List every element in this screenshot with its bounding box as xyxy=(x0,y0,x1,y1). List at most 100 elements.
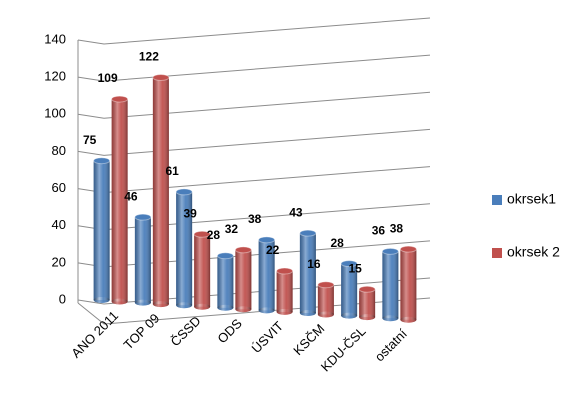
bar-top xyxy=(234,246,252,254)
bar-bottom-shade xyxy=(217,304,234,311)
bar-bottom-shade xyxy=(299,310,316,316)
value-label: 36 xyxy=(372,224,386,238)
grid-line xyxy=(77,54,431,82)
bar xyxy=(317,281,335,318)
bar-bottom-shade xyxy=(93,297,110,303)
y-tick-label: 20 xyxy=(52,254,66,269)
bar xyxy=(134,213,152,306)
y-tick-label: 0 xyxy=(59,291,66,306)
grid-line xyxy=(77,17,431,45)
bar-shade xyxy=(217,255,234,308)
value-label: 109 xyxy=(98,71,118,85)
value-label: 43 xyxy=(289,205,303,219)
value-label: 32 xyxy=(225,222,239,236)
bar-top xyxy=(399,245,417,253)
bar-bottom-shade xyxy=(111,298,128,305)
x-tick-label: ostatní xyxy=(372,326,410,364)
y-tick-label: 80 xyxy=(52,143,66,158)
bars xyxy=(93,74,417,323)
bar-shade xyxy=(359,289,376,318)
bar xyxy=(299,229,317,316)
bar-bottom-shade xyxy=(258,307,275,314)
x-tick-label: TOP 09 xyxy=(120,311,162,353)
bar-top xyxy=(93,157,111,165)
bar-top xyxy=(276,267,294,275)
bar xyxy=(111,95,129,305)
bar xyxy=(93,157,111,303)
bar-shade xyxy=(299,233,316,313)
bar-top xyxy=(358,285,376,293)
bar-shade xyxy=(258,239,275,311)
value-label: 75 xyxy=(83,133,97,147)
bar-bottom-shade xyxy=(235,306,252,313)
legend-item: okrsek1 xyxy=(492,191,556,207)
bar-shade xyxy=(176,191,193,306)
bar-bottom-shade xyxy=(176,302,193,309)
bar-shade xyxy=(111,99,128,302)
value-label: 15 xyxy=(348,261,362,275)
grid-line xyxy=(77,91,431,119)
bar-top xyxy=(299,229,317,237)
bar xyxy=(358,285,376,321)
bar xyxy=(381,247,399,322)
bar-top xyxy=(152,74,170,82)
legend-label: okrsek 2 xyxy=(507,244,560,260)
bar-top xyxy=(134,213,152,221)
y-tick-label: 100 xyxy=(44,106,66,121)
bar-bottom-shade xyxy=(276,308,293,315)
bar xyxy=(193,230,211,310)
legend-label: okrsek1 xyxy=(507,191,556,207)
bar xyxy=(276,267,294,315)
y-tick-label: 120 xyxy=(44,69,66,84)
value-label: 61 xyxy=(165,164,179,178)
bar-bottom-shade xyxy=(152,301,169,308)
bar xyxy=(340,260,358,319)
bar-bottom-shade xyxy=(382,315,399,322)
grid-line xyxy=(77,277,431,305)
bar-shade xyxy=(341,263,358,316)
bar-top xyxy=(317,281,335,289)
y-tick-label: 40 xyxy=(52,217,66,232)
bar-top xyxy=(381,247,399,255)
grid xyxy=(77,17,431,325)
bar-shade xyxy=(152,77,169,305)
bar-bottom-shade xyxy=(341,312,358,319)
bar-shade xyxy=(400,249,417,320)
x-tick-label: KSČM xyxy=(290,321,327,358)
x-tick-label: ANO 2011 xyxy=(68,308,121,361)
value-label: 22 xyxy=(266,243,280,257)
bar-top xyxy=(340,260,358,268)
bar xyxy=(234,246,252,313)
grid-line xyxy=(77,128,431,156)
bar-shade xyxy=(382,251,399,319)
x-tick-label: ÚSVIT xyxy=(248,318,286,356)
value-label: 39 xyxy=(183,206,197,220)
bar-shade xyxy=(194,234,211,307)
bar-top xyxy=(258,236,276,244)
bar-top xyxy=(175,188,193,196)
y-tick-label: 60 xyxy=(52,180,66,195)
bar-bottom-shade xyxy=(359,314,376,321)
bar-top xyxy=(216,252,234,260)
bar-bottom-shade xyxy=(400,316,417,323)
bar-shade xyxy=(134,217,151,303)
bar-bottom-shade xyxy=(194,303,211,310)
value-label: 16 xyxy=(307,257,321,271)
grid-line xyxy=(77,240,431,268)
bar-top xyxy=(111,95,129,103)
value-label: 28 xyxy=(330,236,344,250)
legend-item: okrsek 2 xyxy=(492,244,560,260)
bar-shade xyxy=(235,249,252,310)
value-label: 28 xyxy=(207,228,221,242)
bar xyxy=(175,188,193,309)
bar xyxy=(216,252,234,311)
legend-swatch xyxy=(492,248,502,258)
bar xyxy=(399,245,417,323)
value-label: 38 xyxy=(390,221,404,235)
legend-swatch xyxy=(492,195,502,205)
x-tick-label: ODS xyxy=(214,316,245,347)
y-tick-label: 140 xyxy=(44,31,66,46)
bar-shade xyxy=(317,284,334,315)
